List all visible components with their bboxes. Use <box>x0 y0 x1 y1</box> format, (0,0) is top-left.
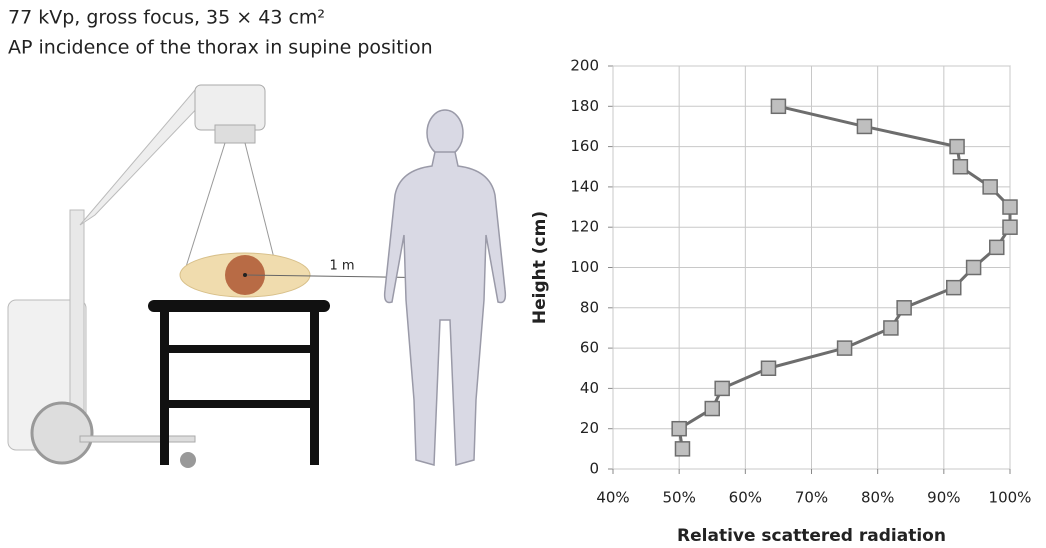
y-tick-label: 0 <box>589 460 599 478</box>
human <box>385 110 506 465</box>
collimator <box>215 125 255 143</box>
y-tick-label: 200 <box>570 57 599 75</box>
chart: 0 20 40 60 80 100 120 140 160 180 200 40% 50% 60% 70% 8… <box>530 57 1031 547</box>
y-tick-label: 140 <box>570 177 599 195</box>
table-bar <box>160 345 319 353</box>
illustration: 1 m <box>8 85 505 468</box>
wheel <box>180 452 196 468</box>
x-tick-label: 90% <box>927 489 960 507</box>
beam-edge <box>245 143 277 270</box>
y-tick-label: 80 <box>580 298 599 316</box>
x-tick-label: 40% <box>596 489 629 507</box>
y-tick-label: 160 <box>570 137 599 155</box>
beam-edge <box>185 143 225 270</box>
marker <box>967 261 981 275</box>
xray-arm <box>80 90 205 225</box>
marker <box>705 402 719 416</box>
figure: 77 kVp, gross focus, 35 × 43 cm² AP inci… <box>0 0 1046 548</box>
wheel <box>32 403 92 463</box>
xray-foot <box>80 436 195 442</box>
marker <box>672 422 686 436</box>
marker <box>1003 200 1017 214</box>
marker <box>983 180 997 194</box>
table-leg <box>310 310 319 465</box>
marker <box>953 160 967 174</box>
x-tick-label: 80% <box>861 489 894 507</box>
y-axis-title: Height (cm) <box>530 211 550 324</box>
distance-label: 1 m <box>329 259 354 274</box>
y-tick-label: 60 <box>580 339 599 357</box>
caption-line: AP incidence of the thorax in supine pos… <box>8 37 433 59</box>
y-tick-label: 100 <box>570 258 599 276</box>
xray-tube <box>195 85 265 130</box>
marker <box>715 381 729 395</box>
table-top <box>148 300 330 312</box>
marker <box>1003 220 1017 234</box>
x-tick-label: 100% <box>989 489 1032 507</box>
marker <box>897 301 911 315</box>
marker <box>857 119 871 133</box>
x-axis-title: Relative scattered radiation <box>677 526 946 546</box>
marker <box>990 240 1004 254</box>
table-bar <box>160 400 319 408</box>
marker <box>950 140 964 154</box>
marker <box>947 281 961 295</box>
y-tick-label: 40 <box>580 379 599 397</box>
marker <box>675 442 689 456</box>
caption-line: 77 kVp, gross focus, 35 × 43 cm² <box>8 7 325 29</box>
marker <box>884 321 898 335</box>
y-tick-label: 180 <box>570 97 599 115</box>
marker <box>761 361 775 375</box>
x-tick-label: 70% <box>795 489 828 507</box>
marker <box>838 341 852 355</box>
x-tick-label: 60% <box>729 489 762 507</box>
x-tick-label: 50% <box>662 489 695 507</box>
y-tick-label: 20 <box>580 419 599 437</box>
table-leg <box>160 310 169 465</box>
focus-point <box>243 273 247 277</box>
marker <box>771 99 785 113</box>
y-tick-label: 120 <box>570 218 599 236</box>
